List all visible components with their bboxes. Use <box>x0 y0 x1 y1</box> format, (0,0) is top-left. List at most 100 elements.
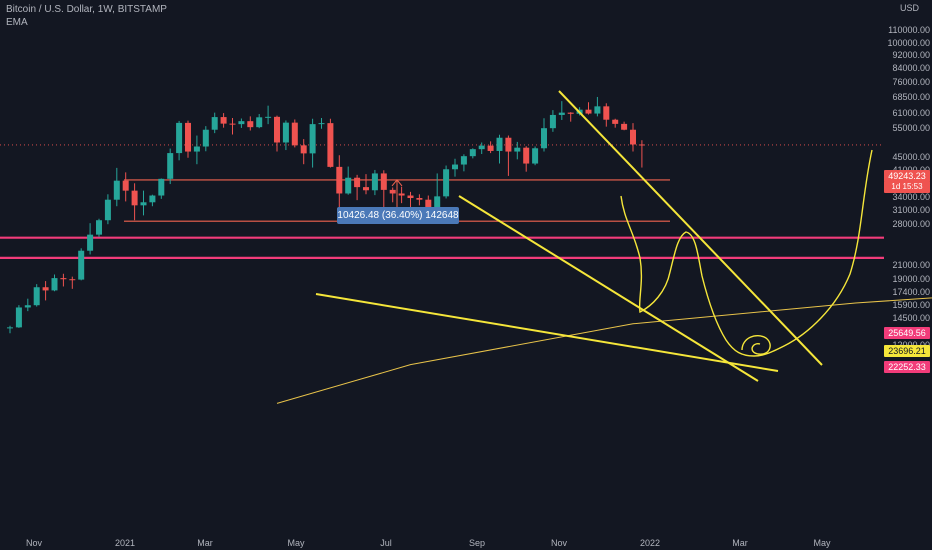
candle-body <box>380 173 387 190</box>
candle-body <box>7 327 13 329</box>
candle-body <box>398 193 405 196</box>
candle-body <box>514 147 521 152</box>
y-tick-label: 55000.00 <box>892 123 930 134</box>
candle-body <box>496 137 503 151</box>
candle-body <box>523 147 530 164</box>
x-tick-label: Nov <box>550 538 568 548</box>
candle-body <box>389 189 396 194</box>
x-tick-label: May <box>287 538 305 548</box>
measure-arrow-head <box>391 179 403 187</box>
y-tick-label: 45000.00 <box>892 151 930 162</box>
candle-body <box>469 149 476 157</box>
candle-body <box>416 198 423 200</box>
y-tick-label: 14500.00 <box>892 312 930 323</box>
candle-body <box>158 178 165 196</box>
candle-body <box>621 123 628 130</box>
candle-body <box>443 169 450 197</box>
trendline-middle <box>458 195 759 382</box>
freehand-loop <box>741 334 771 355</box>
y-tick-label: 31000.00 <box>892 204 930 215</box>
candle-body <box>15 307 22 328</box>
candle-body <box>541 128 547 149</box>
candle-body <box>256 117 263 128</box>
x-tick-label: Sep <box>468 538 486 548</box>
candle-body <box>309 124 316 154</box>
candle-body <box>140 202 147 206</box>
candle-body <box>229 123 236 125</box>
candle-body <box>211 117 218 130</box>
candle-body <box>87 234 94 251</box>
upper-level-badge: 25649.56 <box>884 327 930 339</box>
last-price-badge: 49243.23 <box>884 170 930 182</box>
y-tick-label: 17400.00 <box>892 286 930 297</box>
x-tick-label: Mar <box>732 538 748 548</box>
candle-body <box>42 287 49 291</box>
y-tick-label: 41000.00 <box>872 165 930 175</box>
candle-body <box>532 148 539 164</box>
x-tick-label: Nov <box>25 538 43 548</box>
candle-body <box>60 278 67 280</box>
candle-body <box>558 112 565 115</box>
x-tick-label: May <box>813 538 831 548</box>
y-tick-label: 28000.00 <box>892 219 930 230</box>
candle-body <box>425 199 432 208</box>
candle-body <box>265 116 272 118</box>
candle-body <box>452 164 458 170</box>
candle-body <box>247 121 254 128</box>
y-tick-label: 15900.00 <box>892 299 930 310</box>
lower-level-badge: 22252.33 <box>884 361 930 373</box>
candle-body <box>407 195 414 199</box>
countdown-badge: 1d 15:53 <box>884 181 930 193</box>
y-tick-label: 100000.00 <box>887 38 930 49</box>
x-tick-label: 2022 <box>639 538 661 548</box>
y-tick-label: 19000.00 <box>892 274 930 285</box>
mid-level-badge: 23696.21 <box>884 345 930 357</box>
candle-body <box>104 199 111 221</box>
candle-body <box>478 145 485 150</box>
candle-body <box>354 177 361 188</box>
candle-body <box>282 122 289 143</box>
candle-body <box>638 144 645 146</box>
trendline-lower <box>315 293 779 372</box>
candle-body <box>238 121 245 125</box>
trendline-upper <box>558 90 823 366</box>
y-tick-label: 76000.00 <box>892 77 930 88</box>
candle-body <box>612 119 619 124</box>
candle-body <box>220 117 227 124</box>
candle-body <box>202 129 209 147</box>
candle-body <box>167 153 174 179</box>
candle-body <box>69 279 76 281</box>
candle-body <box>274 116 280 143</box>
y-tick-label: 110000.00 <box>888 24 930 35</box>
symbol-title: Bitcoin / U.S. Dollar, 1W, BITSTAMP <box>6 4 167 15</box>
candle-body <box>487 145 494 151</box>
candle-body <box>371 173 378 191</box>
freehand-projection <box>620 149 873 357</box>
x-tick-label: 2021 <box>114 538 136 548</box>
currency-label[interactable]: USD <box>900 3 920 13</box>
candle-body <box>51 278 58 291</box>
y-tick-label: 92000.00 <box>892 50 930 61</box>
y-tick-label: 34000.00 <box>892 191 930 202</box>
candle-body <box>345 177 352 194</box>
candle-body <box>300 145 307 154</box>
candle-body <box>603 106 610 120</box>
candle-body <box>549 114 556 129</box>
candle-body <box>630 129 636 145</box>
candle-body <box>78 250 85 280</box>
candle-body <box>585 109 592 114</box>
y-tick-label: 68500.00 <box>892 92 930 102</box>
ema-line <box>276 297 932 404</box>
candle-body <box>122 180 129 191</box>
candle-body <box>434 196 441 208</box>
candle-body <box>460 156 467 165</box>
candle-body <box>33 287 40 306</box>
candle-body <box>567 112 574 114</box>
candle-body <box>327 123 334 167</box>
indicator-label: EMA <box>6 17 28 28</box>
candle-body <box>318 123 325 125</box>
candle-body <box>131 190 138 206</box>
candle-body <box>149 195 156 203</box>
y-tick-label: 12000.00 <box>872 340 930 350</box>
